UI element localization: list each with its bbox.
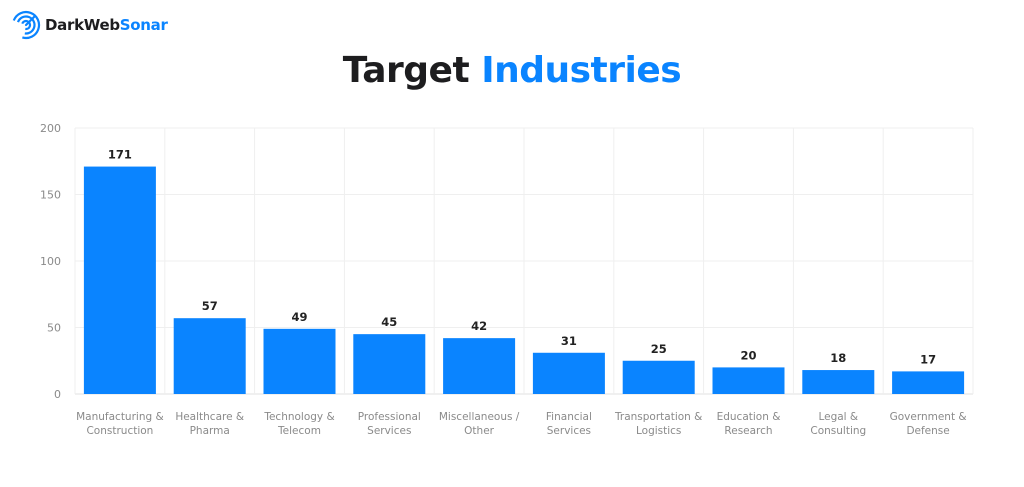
data-label: 57 — [202, 299, 218, 313]
data-label: 20 — [740, 348, 756, 362]
y-tick-label: 200 — [40, 122, 61, 135]
x-tick-label: Consulting — [810, 425, 866, 437]
data-label: 49 — [291, 310, 307, 324]
x-tick-label: Construction — [86, 425, 153, 437]
x-tick-label: Services — [547, 425, 591, 437]
bar — [712, 367, 785, 394]
data-label: 45 — [381, 315, 397, 329]
x-tick-label: Government & — [890, 411, 967, 423]
y-tick-label: 0 — [54, 388, 61, 401]
x-tick-label: Education & — [717, 411, 781, 423]
y-tick-label: 100 — [40, 255, 61, 268]
x-tick-label: Financial — [546, 411, 592, 423]
x-tick-label: Research — [724, 425, 772, 437]
chart-title: Target Industries — [0, 50, 1024, 91]
x-tick-label: Transportation & — [614, 411, 702, 423]
brand-logo: DarkWebSonar — [11, 10, 168, 40]
bar — [83, 166, 156, 394]
x-tick-label: Other — [464, 425, 494, 437]
chart-title-part1: Target — [342, 50, 470, 91]
x-tick-label: Services — [367, 425, 411, 437]
chart-title-part2: Industries — [481, 50, 682, 91]
brand-name-dark: DarkWeb — [45, 16, 120, 34]
bar — [892, 371, 965, 394]
bar — [353, 334, 426, 394]
brand-name-sonar: Sonar — [119, 16, 168, 34]
bar — [263, 328, 336, 394]
data-label: 31 — [561, 334, 577, 348]
data-label: 25 — [651, 342, 667, 356]
bar — [622, 360, 695, 394]
brand-name: DarkWebSonar — [45, 16, 168, 34]
data-label: 18 — [830, 351, 846, 365]
radar-icon — [11, 10, 41, 40]
x-tick-label: Manufacturing & — [76, 411, 164, 423]
x-tick-label: Legal & — [818, 411, 858, 423]
bar — [443, 338, 516, 394]
y-tick-label: 150 — [40, 189, 61, 202]
bar — [532, 352, 605, 394]
x-tick-label: Healthcare & — [175, 411, 244, 423]
x-tick-label: Telecom — [277, 425, 321, 437]
x-tick-label: Pharma — [190, 425, 230, 437]
data-label: 17 — [920, 352, 936, 366]
y-tick-label: 50 — [47, 322, 61, 335]
data-label: 171 — [108, 148, 132, 162]
bar — [173, 318, 246, 394]
x-tick-label: Technology & — [263, 411, 334, 423]
bar — [802, 370, 875, 394]
data-label: 42 — [471, 319, 487, 333]
x-tick-label: Defense — [906, 425, 949, 437]
x-tick-label: Professional — [358, 411, 421, 423]
x-tick-label: Miscellaneous / — [439, 411, 520, 423]
x-tick-label: Logistics — [636, 425, 681, 437]
